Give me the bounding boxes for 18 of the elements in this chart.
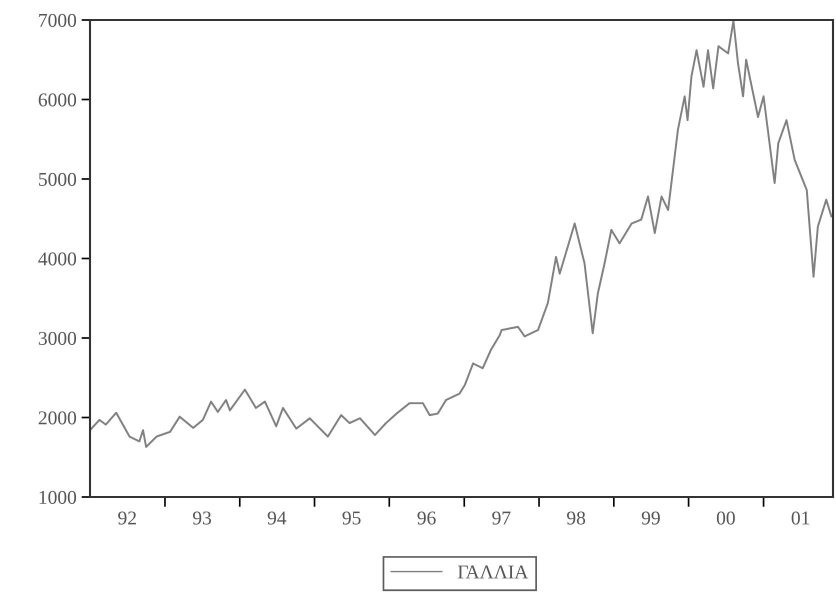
y-tick-label: 7000 [39,14,76,27]
y-tick-label: 5000 [39,172,76,186]
x-tick-label: 92 [118,512,136,525]
x-tick-label: 01 [792,511,810,525]
x-tick-label: 94 [268,512,286,525]
y-tick-label: 1000 [40,490,76,504]
x-tick-label: 98 [567,511,586,525]
y-tick-label: 6000 [38,93,76,106]
y-tick-label: 4000 [38,252,76,266]
x-tick-label: 99 [642,512,660,525]
x-tick-label: 00 [716,511,735,525]
y-tick-label: 3000 [38,332,76,345]
x-tick-label: 96 [417,512,436,525]
x-tick-label: 93 [192,512,212,525]
x-tick-label: 95 [342,512,361,525]
y-tick-label: 2000 [38,411,76,424]
x-tick-label: 97 [492,512,511,525]
legend-label: ΓΑΛΛΙΑ [458,566,528,578]
